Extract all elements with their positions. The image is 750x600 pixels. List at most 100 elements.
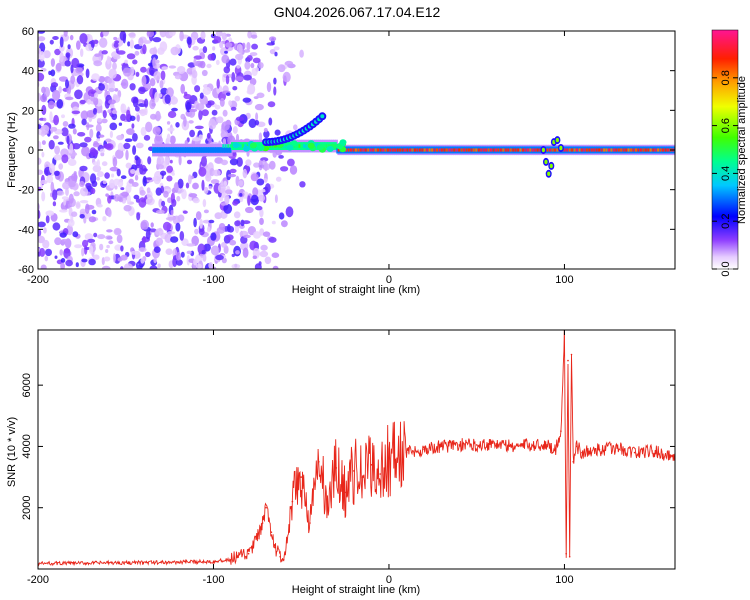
spectrogram-noise-blob <box>94 53 101 57</box>
spectrogram-noise-blob <box>154 135 163 147</box>
snr-data-point <box>309 522 311 524</box>
spectrogram-noise-blob <box>171 172 175 176</box>
spectrogram-noise-blob <box>268 236 277 243</box>
spectrogram-noise-blob <box>287 158 295 167</box>
spectrogram-noise-blob <box>45 210 55 216</box>
spectrogram-band-edge <box>199 147 202 153</box>
spectrogram-noise-blob <box>70 75 76 85</box>
spectrogram-noise-blob <box>45 215 50 224</box>
spectrogram-noise-blob <box>114 244 123 251</box>
spectrogram-noise-blob <box>215 59 220 66</box>
snr-data-point <box>567 359 569 362</box>
spectrogram-noise-blob <box>135 164 141 169</box>
spectrogram-noise-blob <box>169 96 178 105</box>
spectrogram-noise-blob <box>21 159 26 164</box>
spectrogram-noise-blob <box>136 114 140 123</box>
spectrogram-noise-blob <box>208 118 217 130</box>
spectrogram-noise-blob <box>214 104 221 110</box>
snr-data-point <box>318 461 320 463</box>
spectrogram-noise-blob <box>94 92 99 99</box>
spectrogram-noise-blob <box>223 203 233 214</box>
spectrogram-band-edge <box>624 146 627 154</box>
spectrogram-noise-blob <box>135 142 144 149</box>
snr-data-point <box>388 457 390 460</box>
spectrogram-noise-blob <box>113 36 118 41</box>
spectrogram-noise-blob <box>85 68 90 79</box>
spectrogram-noise-blob <box>235 53 244 61</box>
spectrogram-band-edge <box>206 147 209 153</box>
spectrogram-noise-blob <box>208 262 214 269</box>
spectrogram-noise-blob <box>108 240 114 245</box>
figure-title: GN04.2026.067.17.04.E12 <box>274 4 441 20</box>
spectrogram-band-core <box>369 148 372 152</box>
spectrogram-noise-blob <box>98 134 105 138</box>
spectrogram-noise-blob <box>99 243 104 251</box>
spectrogram-noise-blob <box>202 199 207 208</box>
spectrogram-noise-blob <box>59 232 67 238</box>
spectrogram-band-core <box>593 148 596 152</box>
spectrogram-disturbance-core <box>544 159 548 165</box>
spectrogram-noise-blob <box>29 90 36 101</box>
spectrogram-noise-blob <box>249 78 257 86</box>
spectrogram-noise-blob <box>149 98 156 110</box>
spectrogram-noise-blob <box>269 36 277 42</box>
spectrogram-noise-blob <box>225 42 233 48</box>
spectrogram-noise-blob <box>220 202 227 206</box>
spectrogram-noise-blob <box>239 196 244 203</box>
spectrogram-noise-blob <box>49 39 54 45</box>
spectrogram-band-edge <box>159 147 162 153</box>
spectrogram-noise-blob <box>54 145 60 155</box>
spectrogram-noise-blob <box>152 57 157 68</box>
spectrogram-noise-blob <box>38 177 39 179</box>
spectrogram-noise-blob <box>192 137 201 142</box>
spectrogram-noise-blob <box>43 117 47 122</box>
spectrogram-noise-blob <box>103 143 112 149</box>
spectrogram-noise-blob <box>194 85 201 93</box>
spectrogram-band-edge <box>643 146 646 154</box>
snr-data-point <box>230 559 232 561</box>
spectrogram-noise-blob <box>139 189 146 196</box>
spectrogram-band-core <box>630 148 633 152</box>
spectrogram-band-edge <box>218 147 221 153</box>
spectrogram-noise-blob <box>199 60 206 69</box>
spectrogram-band-core <box>413 148 416 152</box>
spectrogram-noise-blob <box>188 193 198 198</box>
spectrogram-noise-blob <box>38 229 42 237</box>
spectrogram-heatmap <box>21 31 675 269</box>
spectrogram-band-core <box>571 148 574 152</box>
snr-data-point <box>546 444 548 446</box>
spectrogram-disturbance-core <box>559 145 563 151</box>
spectrogram-noise-blob <box>102 216 107 222</box>
spectrogram-band-core <box>492 148 495 152</box>
spectrogram-band-core <box>271 144 274 148</box>
spectrogram-noise-blob <box>170 236 179 243</box>
spectrogram-noise-blob <box>59 249 63 256</box>
spectrogram-noise-blob <box>141 199 147 203</box>
spectrogram-noise-blob <box>203 243 211 252</box>
spectrogram-noise-blob <box>254 120 260 126</box>
spectrogram-noise-blob <box>215 254 224 261</box>
spectrogram-noise-blob <box>91 209 97 215</box>
spectrogram-band-edge <box>197 147 200 153</box>
spectrogram-noise-blob <box>240 236 248 244</box>
spectrogram-noise-blob <box>269 49 276 55</box>
spectrogram-noise-blob <box>168 65 177 69</box>
spectrogram-noise-blob <box>232 86 238 91</box>
spectrogram-noise-blob <box>125 149 129 161</box>
spectrogram-noise-blob <box>58 86 62 94</box>
spectrogram-noise-blob <box>135 106 140 112</box>
spectrogram-noise-blob <box>212 46 216 51</box>
spectrogram-noise-blob <box>41 191 46 202</box>
spectrogram-noise-blob <box>163 190 169 198</box>
spectrogram-noise-blob <box>164 233 173 243</box>
spectrogram-band-core <box>632 148 635 152</box>
spectrogram-noise-blob <box>210 179 220 185</box>
spectrogram-noise-blob <box>102 110 107 119</box>
spectrogram-noise-blob <box>229 168 237 174</box>
spectrogram-band-core <box>620 148 623 152</box>
spectrogram-noise-blob <box>82 239 89 248</box>
spectrogram-noise-blob <box>202 254 207 262</box>
spectrogram-band-edge <box>483 146 486 154</box>
spectrogram-noise-blob <box>234 263 238 268</box>
spectrogram-noise-blob <box>126 53 136 60</box>
